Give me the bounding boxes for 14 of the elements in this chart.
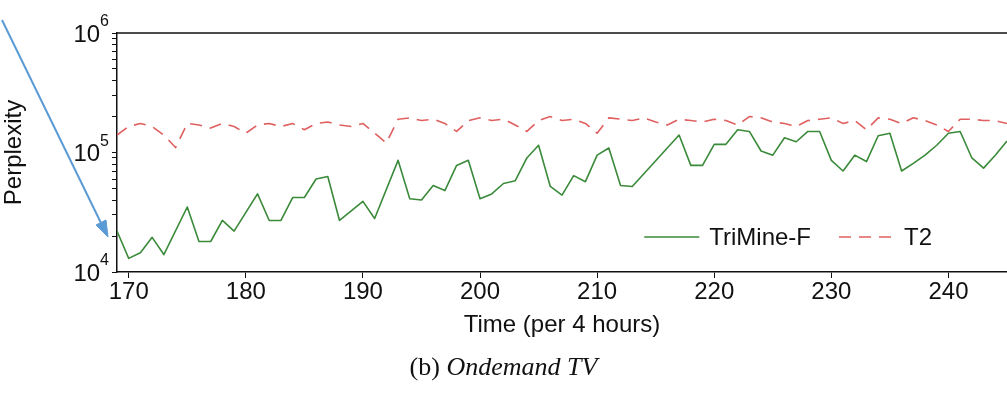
text: (b) Ondemand TV <box>409 352 598 381</box>
x-tick-label: 190 <box>342 277 383 305</box>
x-tick-label: 200 <box>460 277 501 305</box>
line-series <box>117 115 1007 149</box>
x-tick-label: 210 <box>577 277 618 305</box>
x-tick-label: 180 <box>225 277 266 305</box>
x-tick-label: 240 <box>928 277 969 305</box>
x-tick-label: 220 <box>694 277 735 305</box>
x-tick-label: 230 <box>811 277 852 305</box>
legend-label: TriMine-F <box>709 222 811 250</box>
x-tick-label: 170 <box>108 277 149 305</box>
legend-label: T2 <box>903 222 933 250</box>
y-axis-title: Perplexity <box>0 99 27 206</box>
x-axis-title: Time (per 4 hours) <box>463 310 661 338</box>
